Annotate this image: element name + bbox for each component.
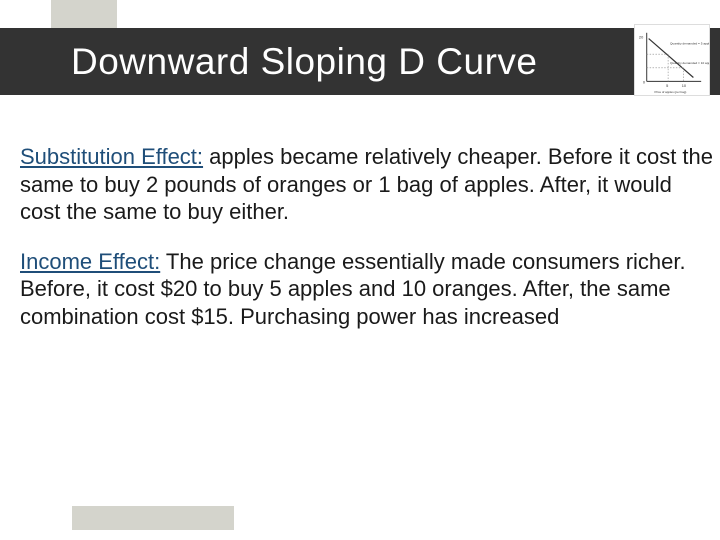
thumb-note1: Quantity demanded = 5 apples [670, 41, 709, 45]
demand-curve-thumbnail: Quantity demanded = 5 apples Quantity de… [634, 24, 710, 96]
thumb-xtick1: 5 [666, 83, 668, 88]
substitution-paragraph: Substitution Effect: apples became relat… [20, 143, 714, 226]
thumb-xtick2: 10 [682, 83, 686, 88]
thumb-xlabel: Price of apples (per bag) [655, 90, 687, 94]
income-paragraph: Income Effect: The price change essentia… [20, 248, 714, 331]
income-label: Income Effect: [20, 249, 160, 274]
title-band: Downward Sloping D Curve [0, 28, 720, 95]
substitution-label: Substitution Effect: [20, 144, 203, 169]
page-title: Downward Sloping D Curve [71, 41, 537, 83]
body-content: Substitution Effect: apples became relat… [20, 143, 714, 352]
thumb-xtick0: 0 [643, 79, 645, 84]
demand-chart-icon: Quantity demanded = 5 apples Quantity de… [635, 25, 709, 95]
accent-bar-top [51, 0, 117, 28]
thumb-note2: Quantity demanded = 10 apples [670, 61, 709, 65]
thumb-ytick: 20 [639, 35, 643, 40]
accent-bar-bottom [72, 506, 234, 530]
